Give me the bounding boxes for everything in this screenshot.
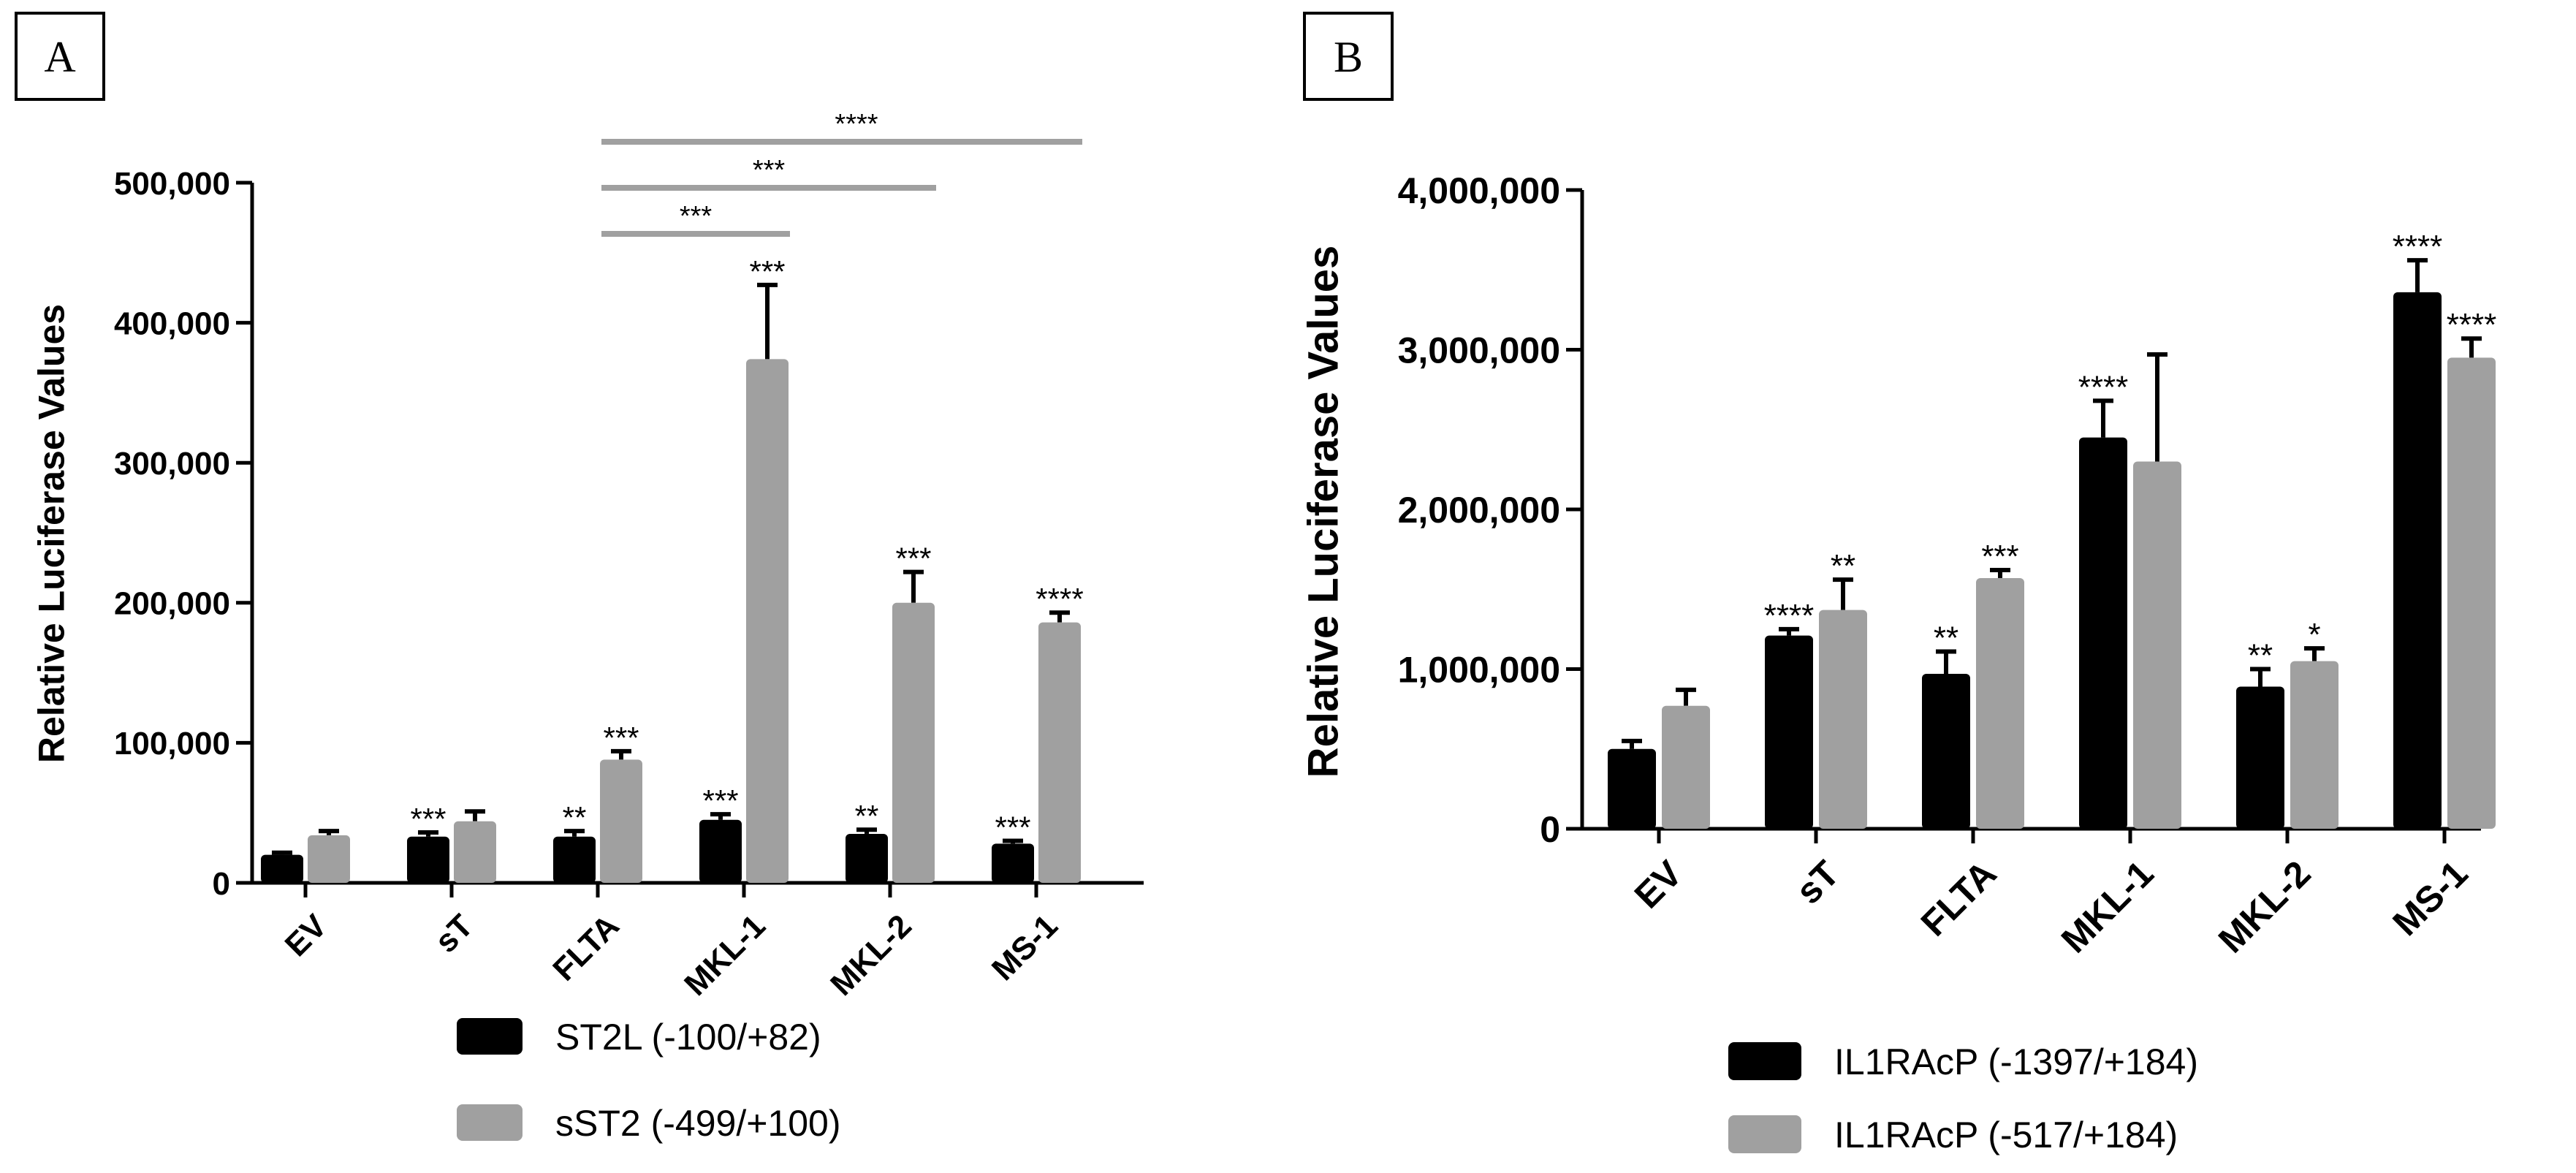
- bar: [846, 833, 888, 883]
- y-tick-label: 3,000,000: [1398, 330, 1560, 371]
- bar: [1819, 610, 1867, 829]
- x-tick-label: MKL-2: [824, 908, 919, 1003]
- y-tick-label: 0: [1540, 809, 1560, 850]
- x-tick-label: EV: [1627, 852, 1690, 916]
- significance-label: **: [855, 799, 879, 833]
- y-tick-label: 4,000,000: [1398, 170, 1560, 211]
- legend-label: IL1RAcP (-517/+184): [1834, 1115, 2178, 1155]
- y-tick-label: 0: [213, 866, 230, 902]
- significance-label: ****: [2078, 369, 2129, 405]
- significance-label: **: [2248, 638, 2273, 674]
- y-tick-label: 200,000: [114, 586, 230, 622]
- significance-label: ***: [749, 254, 785, 289]
- chart-b: 0 1,000,000 2,000,000 3,000,000 4,000,000 Rel…: [1299, 170, 2496, 961]
- y-axis-label: Relative Luciferase Values: [31, 304, 72, 763]
- significance-label: ****: [2393, 229, 2443, 265]
- bar: [1765, 635, 1813, 829]
- x-tick-label: MKL-1: [2053, 853, 2162, 961]
- x-tick-label: FLTA: [1913, 853, 2005, 944]
- bar: [454, 821, 496, 883]
- y-tick-label: 100,000: [114, 726, 230, 762]
- x-tick-label: MS-1: [2385, 853, 2475, 944]
- legend-label: sST2 (-499/+100): [555, 1103, 840, 1144]
- bar: [892, 602, 935, 883]
- y-axis-label: Relative Luciferase Values: [1299, 246, 1347, 778]
- significance-label: ***: [410, 802, 446, 836]
- significance-label: **: [563, 800, 587, 835]
- bar: [2393, 292, 2442, 830]
- panel-a: A 0 100,000 200,000 300,000 400,000 500,000 Re…: [15, 12, 1144, 1144]
- x-tick-label: EV: [278, 908, 335, 964]
- bar: [600, 759, 642, 883]
- y-tick-label: 2,000,000: [1398, 490, 1560, 531]
- comparison-label: ****: [835, 109, 878, 140]
- panel-b-label-box: [1303, 12, 1394, 101]
- bar: [1662, 705, 1710, 829]
- chart-a: 0 100,000 200,000 300,000 400,000 500,000 Rela…: [31, 109, 1144, 1003]
- bar: [1976, 577, 2024, 829]
- bar: [1608, 748, 1656, 829]
- x-tick-label: FLTA: [546, 908, 626, 988]
- legend-a: ST2L (-100/+82) sST2 (-499/+100): [457, 1017, 840, 1144]
- x-tick-label: sT: [428, 908, 480, 960]
- significance-label: ***: [895, 542, 931, 576]
- bar: [2290, 661, 2338, 829]
- bar: [2079, 437, 2127, 829]
- significance-label: ****: [1036, 582, 1083, 616]
- bar: [2447, 357, 2496, 829]
- y-tick-label: 300,000: [114, 446, 230, 482]
- legend-swatch: [457, 1104, 523, 1141]
- significance-label: ***: [1981, 539, 2018, 574]
- significance-label: ****: [2447, 307, 2497, 343]
- x-tick-label: sT: [1788, 853, 1847, 912]
- x-tick-label: MKL-2: [2211, 853, 2319, 961]
- bar: [2236, 686, 2284, 829]
- bar: [1038, 622, 1081, 883]
- legend-label: ST2L (-100/+82): [555, 1017, 821, 1058]
- legend-swatch: [1728, 1115, 1801, 1153]
- bar: [992, 843, 1034, 883]
- significance-label: ***: [702, 783, 738, 818]
- x-tick-label: MKL-1: [677, 908, 772, 1003]
- y-tick-label: 500,000: [114, 166, 230, 202]
- bar: [746, 359, 789, 883]
- panel-a-label: A: [44, 33, 75, 81]
- legend-swatch: [1728, 1042, 1801, 1080]
- significance-label: ***: [995, 811, 1030, 845]
- bar: [699, 819, 742, 883]
- significance-label: ***: [603, 721, 639, 755]
- comparison-label: ***: [680, 201, 713, 232]
- x-tick-label: MS-1: [985, 908, 1065, 987]
- legend-b: IL1RAcP (-1397/+184) IL1RAcP (-517/+184): [1728, 1041, 2198, 1155]
- panel-a-label-box: [15, 12, 105, 101]
- significance-label: ****: [1764, 598, 1815, 634]
- significance-label: **: [1934, 620, 1958, 656]
- bar: [261, 854, 303, 883]
- comparison-label: ***: [753, 155, 786, 186]
- y-tick-label: 400,000: [114, 305, 230, 341]
- significance-label: *: [2308, 617, 2320, 653]
- panel-b: B 0 1,000,000 2,000,000 3,000,000 4,000,000 R…: [1299, 12, 2496, 1155]
- legend-label: IL1RAcP (-1397/+184): [1834, 1041, 2198, 1082]
- significance-label: **: [1831, 548, 1855, 584]
- bar: [407, 836, 449, 883]
- bar: [553, 836, 596, 883]
- bar: [1922, 674, 1970, 829]
- bar: [308, 835, 350, 883]
- legend-swatch: [457, 1018, 523, 1055]
- panel-b-label: B: [1334, 33, 1363, 81]
- y-tick-label: 1,000,000: [1398, 650, 1560, 691]
- bar: [2133, 461, 2181, 829]
